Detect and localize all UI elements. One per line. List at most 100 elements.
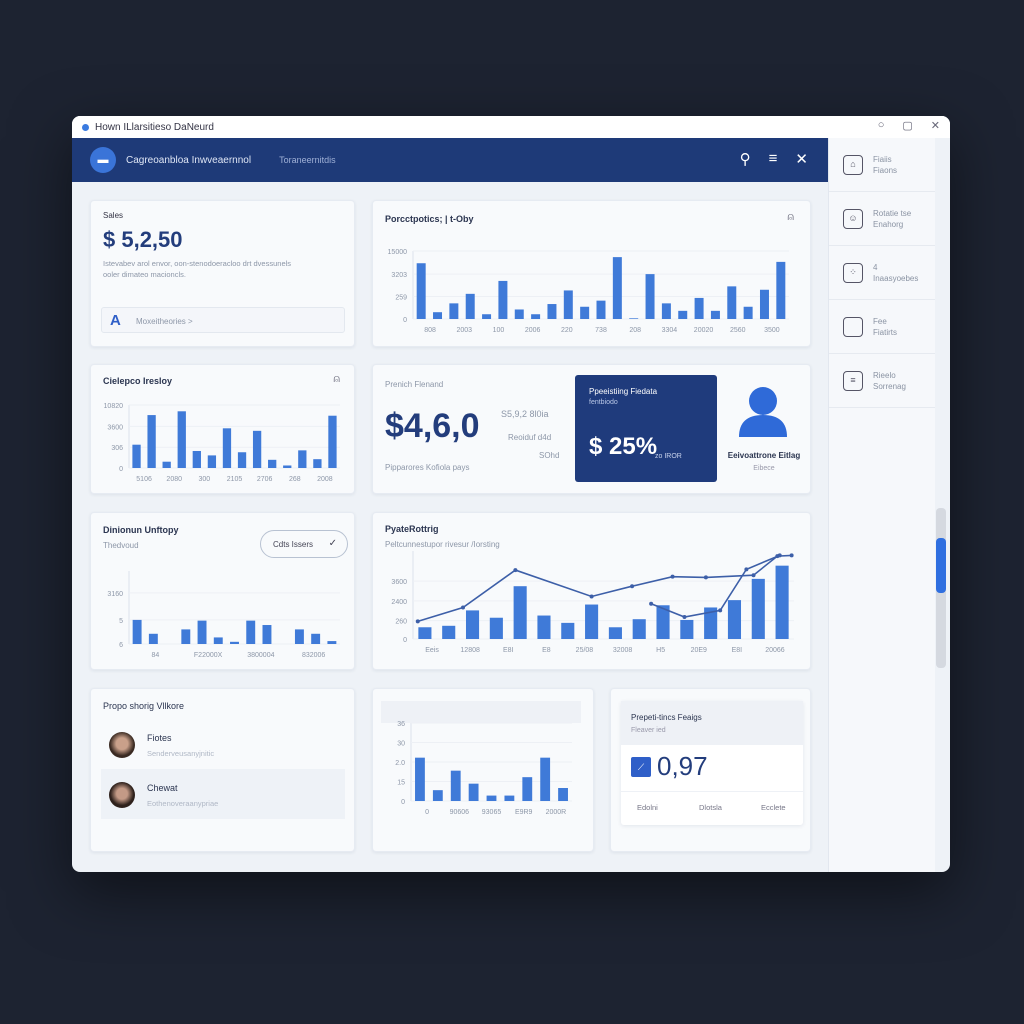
x-tick-label: 3800004 (247, 652, 274, 659)
line-point (682, 615, 687, 619)
card-title: Porcctpotics; | t-Oby (385, 214, 474, 224)
more-link-label: Moxeitheories > (136, 317, 193, 326)
sales-desc: ooler dimateo macioncls. (103, 270, 186, 279)
x-tick-label: 84 (151, 652, 159, 659)
y-tick-label: 260 (395, 619, 407, 626)
bar (632, 619, 646, 639)
bell-icon[interactable]: ⍝ (787, 211, 794, 223)
bar (563, 290, 573, 319)
bar (298, 450, 307, 468)
line-point (630, 584, 635, 589)
bar (313, 459, 322, 468)
action-details[interactable]: Dlotsla (699, 803, 722, 812)
line-point (670, 574, 675, 579)
app-window: Hown ILlarsitieso DaNeurd ○ ▢ ✕ ▬ Cagreo… (72, 116, 950, 872)
sales-value: $ 5,2,50 (103, 227, 183, 252)
grid-icon: ⁘ (843, 262, 863, 283)
sidebar-item-grid[interactable]: ⁘ 4 Inaasyoebes (829, 246, 935, 300)
x-tick-label: E8I (732, 647, 743, 654)
x-tick-label: 93065 (482, 809, 502, 816)
bar (294, 629, 304, 644)
action-delete[interactable]: Ecclete (761, 803, 786, 812)
y-tick-label: 0 (401, 799, 405, 806)
bar (727, 286, 737, 319)
score-value: 0,97 (657, 751, 708, 781)
home-icon: ⌂ (843, 154, 863, 175)
card-title: Propo shorig Vllkore (103, 701, 185, 711)
x-tick-label: 808 (424, 327, 436, 334)
bar (547, 304, 557, 319)
user-name: Eeivoattrone Eitlag (727, 451, 801, 460)
users-dropdown[interactable]: Cdts Issers ✓ (260, 530, 348, 558)
x-tick-label: 3500 (764, 327, 780, 334)
menu-icon[interactable]: ≡ (768, 150, 778, 167)
bar (656, 605, 670, 639)
person-sub: Eothenoveraanypriae (147, 799, 219, 808)
bar (415, 757, 425, 801)
bar (580, 306, 590, 319)
more-link[interactable]: A Moxeitheories > (101, 307, 345, 333)
x-tick-label: 0 (425, 809, 429, 816)
user-role: Eibece (753, 465, 775, 472)
bar (262, 625, 272, 644)
x-tick-label: 268 (289, 476, 301, 483)
logo-icon[interactable]: ▬ (90, 147, 116, 173)
highlight-title: Ppeeistiing Fiedata (589, 387, 658, 396)
minimize-icon[interactable]: ○ (877, 119, 885, 131)
person-name: Chewat (147, 783, 178, 793)
sales-label: Sales (103, 211, 124, 220)
search-icon[interactable]: ⚲ (739, 151, 751, 168)
score-subtitle: Fleaver ied (631, 727, 666, 734)
user-avatar-icon (739, 387, 787, 437)
bar (450, 770, 461, 801)
app-dot-icon (82, 123, 89, 131)
sidebar-label: Fiaons (873, 165, 898, 175)
x-tick-label: 25/08 (576, 647, 594, 654)
close-window-icon[interactable]: ✕ (930, 120, 940, 132)
x-tick-label: 12808 (460, 647, 480, 654)
x-tick-label: 32008 (613, 647, 633, 654)
bell-icon[interactable]: ⍝ (333, 373, 340, 385)
bar (433, 312, 443, 319)
calendar-chart: 0 306 3600 10820 5106 2080 300 2105 2706 268 2008 (104, 403, 340, 483)
header-subtitle[interactable]: Toraneernitdis (279, 155, 336, 165)
highlight-panel: Ppeeistiing Fiedata fentbiodo $ 25% zo I… (575, 375, 717, 482)
sidebar-item-briefcase[interactable]: Fee Fiatirts (829, 300, 935, 354)
bar (498, 280, 508, 319)
scrollbar-thumb[interactable] (936, 538, 946, 593)
bar (162, 461, 171, 468)
x-tick-label: E8 (542, 647, 551, 654)
card-title: PyateRottrig (385, 524, 439, 534)
x-tick-label: F22000X (194, 652, 223, 659)
person-row[interactable]: Fiotes Senderveusanyjnitic (101, 719, 345, 767)
bar (207, 455, 217, 468)
sidebar-label: Fiatirts (873, 327, 897, 337)
person-name: Fiotes (147, 733, 172, 743)
small-chart-card: 0 15 2.0 30 36 0 90606 93065 E9R9 2000R (372, 688, 594, 852)
y-tick-label: 0 (119, 466, 123, 473)
action-edit[interactable]: Edolni (637, 803, 658, 812)
x-tick-label: 208 (629, 327, 641, 334)
y-tick-label: 0 (403, 637, 407, 644)
sidebar-item-home[interactable]: ⌂ Fiaiis Fiaons (829, 138, 935, 192)
close-icon[interactable]: ✕ (795, 151, 808, 168)
y-tick-label: 3600 (107, 424, 123, 431)
x-tick-label: 90606 (450, 809, 470, 816)
bar (283, 465, 292, 468)
sidebar-item-document[interactable]: ≡ Rieelo Sorrenag (829, 354, 935, 408)
bar (645, 274, 655, 319)
people-card: Propo shorig Vllkore Fiotes Senderveusan… (90, 688, 355, 852)
y-tick-label: 3203 (391, 272, 407, 279)
person-row[interactable]: Chewat Eothenoveraanypriae (101, 769, 345, 819)
highlight-value: $ 25% (589, 433, 658, 460)
bar (213, 637, 223, 644)
maximize-icon[interactable]: ▢ (902, 120, 913, 132)
scrollbar[interactable] (936, 508, 946, 668)
card-subtitle: Thedvoud (103, 541, 139, 550)
bar (504, 795, 515, 801)
chart-header-bar (381, 701, 581, 723)
performance-chart: 0 260 2400 3600 Eeis 12808 E8I E8 25/08 32008 H5 20… (391, 551, 794, 654)
finance-value: $4,6,0 (385, 407, 480, 445)
y-tick-label: 2400 (391, 599, 407, 606)
sidebar-item-profile[interactable]: ☺ Rotatie tse Enahorg (829, 192, 935, 246)
